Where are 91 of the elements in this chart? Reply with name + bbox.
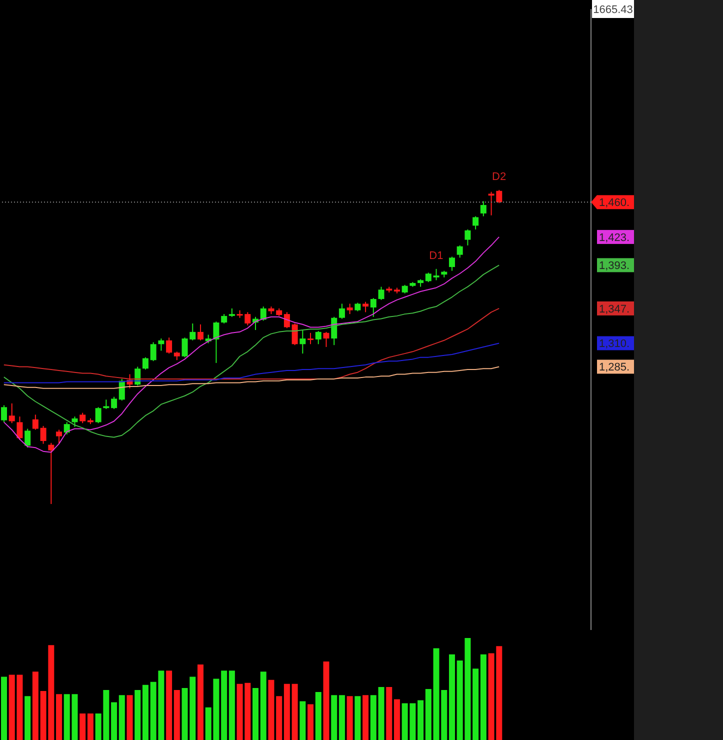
- bar: [118, 695, 125, 740]
- candlestick: [448, 256, 455, 272]
- bar: [448, 654, 455, 740]
- bar: [300, 701, 306, 740]
- candlestick: [48, 442, 54, 504]
- candlestick: [284, 312, 290, 329]
- candlestick: [464, 228, 471, 246]
- y-tick-label: 1,310.: [599, 338, 630, 350]
- bar: [87, 713, 94, 740]
- candlestick: [323, 331, 330, 348]
- candlestick: [300, 330, 306, 354]
- candlestick: [292, 322, 298, 346]
- candlestick: [433, 268, 440, 281]
- candlestick: [1, 404, 7, 423]
- bar: [346, 696, 353, 740]
- candlestick: [56, 429, 62, 444]
- bar: [24, 696, 31, 740]
- line-series: [3, 236, 500, 453]
- y-tick-label: 1,347.: [599, 303, 630, 316]
- candlestick: [480, 200, 486, 217]
- bar: [32, 672, 38, 740]
- bar: [284, 684, 290, 740]
- bar: [315, 692, 322, 740]
- bar: [142, 684, 148, 740]
- bar: [292, 684, 298, 740]
- bar: [252, 688, 258, 740]
- bar: [394, 699, 400, 740]
- candlestick: [346, 303, 353, 315]
- bar: [331, 695, 338, 740]
- bar: [354, 696, 361, 740]
- candlestick: [95, 406, 102, 424]
- candlestick: [308, 332, 314, 345]
- candlestick: [8, 402, 15, 424]
- bar: [362, 695, 369, 740]
- text: D2: [492, 170, 506, 183]
- bar: [111, 702, 118, 740]
- bar: [276, 696, 282, 740]
- candlestick: [150, 342, 156, 362]
- y-tick-label: 1,460.: [599, 197, 630, 210]
- bar: [370, 695, 376, 740]
- candlestick: [315, 330, 322, 345]
- candlestick: [362, 301, 369, 313]
- bar: [126, 695, 133, 740]
- bar: [418, 700, 424, 740]
- bar: [228, 670, 235, 740]
- line-series: [3, 264, 500, 438]
- candlestick: [40, 425, 46, 444]
- candlestick: [370, 298, 376, 318]
- candlestick: [103, 399, 110, 410]
- y-tick-label: 1,423.: [599, 232, 630, 244]
- candlestick: [197, 324, 204, 341]
- bar: [166, 670, 172, 740]
- candlestick: [32, 414, 38, 430]
- candlestick: [166, 337, 172, 354]
- candlestick: [456, 244, 463, 258]
- candlestick: [472, 216, 479, 230]
- bar: [378, 686, 384, 740]
- bar: [80, 713, 86, 740]
- bar: [221, 670, 228, 740]
- bar: [174, 690, 180, 740]
- candlestick: [80, 412, 86, 424]
- text: D1: [429, 250, 444, 262]
- candlestick: [16, 416, 23, 441]
- bar: [197, 664, 204, 740]
- y-tick-label: 1,285.: [599, 362, 630, 374]
- bar: [308, 704, 314, 740]
- candlestick: [142, 356, 148, 370]
- bar: [386, 686, 392, 740]
- candlestick: [64, 422, 70, 435]
- candlestick: [213, 321, 220, 364]
- bar: [323, 661, 330, 740]
- bar: [472, 668, 479, 740]
- bar: [268, 680, 274, 740]
- bar: [1, 676, 7, 740]
- candlestick: [158, 338, 164, 352]
- y-tick-label: 1665.43: [593, 4, 633, 16]
- candlestick: [72, 416, 78, 428]
- candlestick: [111, 396, 118, 410]
- candlestick: [378, 286, 384, 300]
- candlestick: [260, 306, 266, 322]
- y-tick-label: 1,393.: [599, 260, 630, 272]
- bar: [134, 690, 141, 740]
- candlestick: [221, 314, 228, 324]
- bar: [56, 694, 62, 740]
- bar: [338, 695, 345, 740]
- candlestick: [24, 428, 31, 448]
- candlestick: [338, 303, 345, 320]
- bar: [260, 672, 266, 740]
- candlestick: [425, 272, 432, 283]
- bar: [425, 689, 432, 740]
- bar: [480, 654, 486, 740]
